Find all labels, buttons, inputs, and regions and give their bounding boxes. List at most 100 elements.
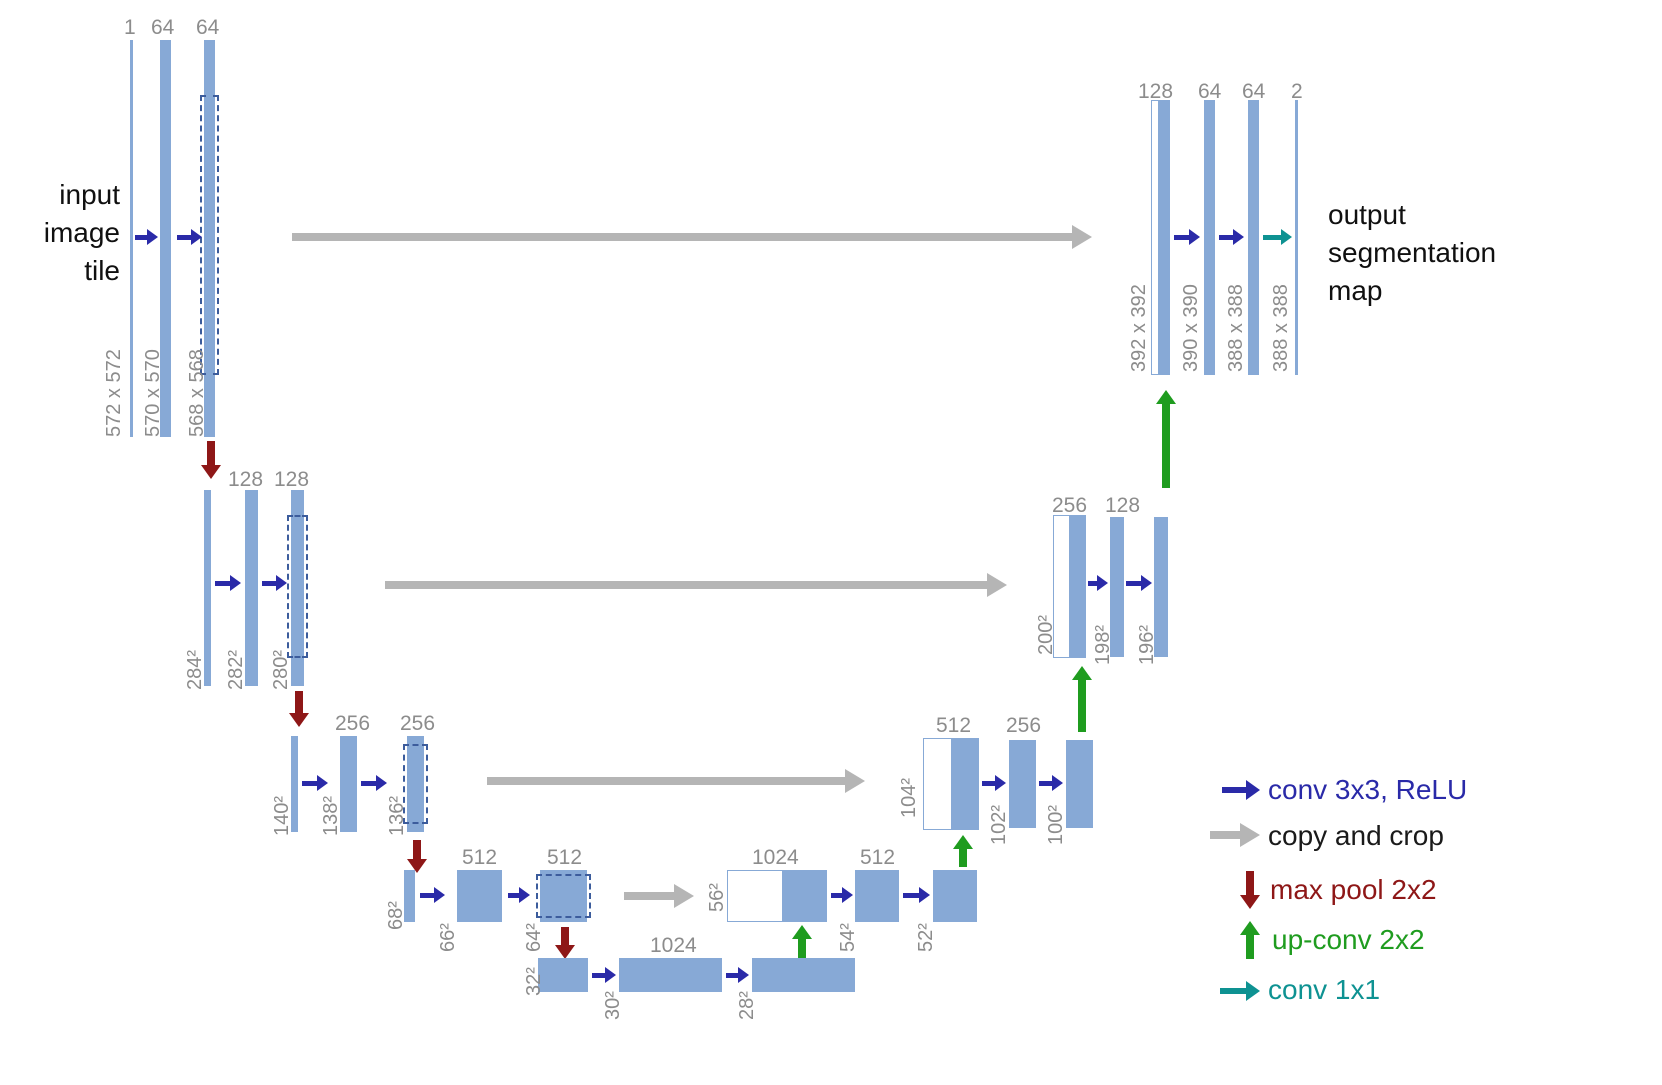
output-segmentation-map-label: output segmentation map	[1328, 196, 1558, 310]
dec1-feature-map-128ch	[1159, 100, 1170, 375]
copy-and-crop-arrow-icon	[292, 225, 1092, 249]
enc1-feature-map-64ch	[160, 40, 171, 437]
up-conv-arrow-icon	[792, 925, 812, 958]
up-conv-arrow-icon	[953, 835, 973, 867]
enc1-feature-map-1ch	[130, 40, 133, 437]
dec2-size-label: 198²	[1092, 624, 1114, 665]
dec4-feature-map-512ch-b	[933, 870, 977, 922]
conv-3x3-arrow-icon	[592, 967, 616, 983]
legend-max-pool-arrow-icon	[1240, 871, 1260, 909]
bottom-size-label: 28²	[736, 991, 758, 1020]
dec2-feature-map-128ch	[1110, 517, 1124, 657]
enc1-channels-label: 64	[196, 16, 220, 39]
dec4-channels-label: 1024	[752, 846, 799, 869]
dec3-feature-map-256ch-b	[1066, 740, 1093, 828]
enc2-feature-map-128ch-b	[291, 490, 304, 686]
enc3-feature-map-256ch-b	[407, 736, 424, 832]
enc1-channels-label: 1	[124, 16, 136, 39]
enc4-size-label: 66²	[437, 923, 459, 952]
bottom-size-label: 32²	[523, 967, 545, 996]
dec2-size-label: 200²	[1035, 614, 1057, 655]
enc1-channels-label: 64	[151, 16, 175, 39]
enc1-size-label: 568 x 568	[186, 349, 208, 437]
bottom-feature-map-1024ch-b	[752, 958, 855, 992]
dec3-feature-map-256ch	[1009, 740, 1036, 828]
up-conv-arrow-icon	[1072, 666, 1092, 732]
enc3-size-label: 138²	[320, 795, 342, 836]
dec1-size-label: 388 x 388	[1270, 284, 1292, 372]
output-label-line: segmentation	[1328, 237, 1497, 269]
dec4-upconv-feature-map	[783, 870, 827, 922]
enc2-channels-label: 128	[228, 468, 264, 491]
legend-conv-3x3-label: conv 3x3, ReLU	[1268, 774, 1468, 805]
legend-up-conv-label: up-conv 2x2	[1272, 924, 1425, 955]
dec1-channels-label: 2	[1291, 80, 1303, 103]
enc1-crop-outline	[200, 95, 219, 375]
conv-3x3-arrow-icon	[1088, 575, 1108, 591]
dec1-channels-label: 128	[1138, 80, 1174, 103]
dec2-upconv-feature-map	[1070, 515, 1086, 658]
enc2-size-label: 282²	[225, 649, 247, 690]
enc4-crop-outline	[536, 874, 591, 918]
enc2-crop-outline	[287, 515, 308, 658]
conv-3x3-arrow-icon	[420, 887, 445, 903]
legend-copy-crop-arrow-icon	[1210, 823, 1260, 847]
dec1-size-label: 388 x 388	[1225, 284, 1247, 372]
conv-3x3-arrow-icon	[1039, 775, 1063, 791]
conv-3x3-arrow-icon	[1126, 575, 1152, 591]
conv-3x3-arrow-icon	[361, 775, 387, 791]
dec4-feature-map-512ch	[855, 870, 899, 922]
enc2-size-label: 280²	[270, 649, 292, 690]
dec1-channels-label: 64	[1242, 80, 1266, 103]
conv-3x3-arrow-icon	[215, 575, 241, 591]
copy-and-crop-arrow-icon	[624, 884, 694, 908]
bottom-size-label: 30²	[602, 991, 624, 1020]
dec4-channels-label: 512	[860, 846, 896, 869]
conv-3x3-arrow-icon	[982, 775, 1006, 791]
enc3-size-label: 136²	[386, 795, 408, 836]
conv-3x3-arrow-icon	[831, 887, 853, 903]
dec4-copied-feature-map	[727, 870, 783, 922]
legend-conv-1x1-arrow-icon	[1220, 981, 1260, 1001]
input-image-tile-label: input image tile	[25, 176, 120, 290]
max-pool-arrow-icon	[201, 441, 221, 479]
conv-3x3-arrow-icon	[1174, 229, 1200, 245]
max-pool-arrow-icon	[407, 840, 427, 873]
max-pool-arrow-icon	[289, 691, 309, 727]
input-label-line: tile	[84, 255, 120, 287]
conv-3x3-arrow-icon	[135, 229, 158, 245]
conv-3x3-arrow-icon	[903, 887, 930, 903]
enc4-feature-map-512ch-b	[540, 870, 587, 922]
dec2-channels-label: 128	[1105, 494, 1141, 517]
conv-3x3-arrow-icon	[262, 575, 287, 591]
dec3-size-label: 100²	[1045, 804, 1067, 845]
conv-3x3-arrow-icon	[177, 229, 202, 245]
enc3-crop-outline	[403, 744, 428, 824]
dec1-output-map-2ch	[1295, 100, 1298, 375]
conv-3x3-arrow-icon	[302, 775, 328, 791]
conv-3x3-arrow-icon	[726, 967, 749, 983]
enc1-size-label: 570 x 570	[142, 349, 164, 437]
dec4-size-label: 56²	[706, 883, 728, 912]
enc3-feature-map-128ch	[291, 736, 298, 832]
enc2-feature-map-64ch	[204, 490, 211, 686]
conv-1x1-arrow-icon	[1263, 228, 1292, 246]
legend-conv-1x1-label: conv 1x1	[1268, 974, 1381, 1005]
dec1-feature-map-64ch	[1204, 100, 1215, 375]
enc3-channels-label: 256	[400, 712, 436, 735]
output-label-line: map	[1328, 275, 1383, 307]
legend-up-conv-arrow-icon	[1240, 921, 1260, 959]
dec4-size-label: 54²	[837, 923, 859, 952]
enc4-size-label: 64²	[523, 923, 545, 952]
enc4-feature-map-512ch	[457, 870, 502, 922]
enc4-feature-map-256ch	[404, 870, 415, 922]
enc4-channels-label: 512	[547, 846, 583, 869]
dec3-channels-label: 512	[936, 714, 972, 737]
dec3-size-label: 104²	[898, 777, 920, 818]
conv-3x3-arrow-icon	[1219, 229, 1244, 245]
dec3-copied-feature-map	[923, 738, 952, 830]
dec3-upconv-feature-map	[952, 738, 979, 830]
dec1-size-label: 392 x 392	[1128, 284, 1150, 372]
enc4-size-label: 68²	[385, 901, 407, 930]
dec2-channels-label: 256	[1052, 494, 1088, 517]
